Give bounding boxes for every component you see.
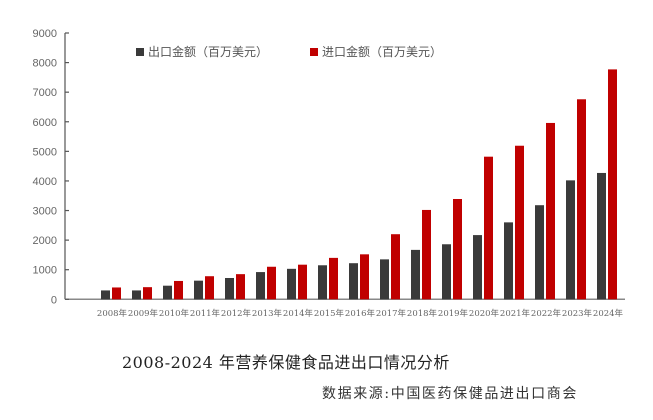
x-tick-label: 2016年 (345, 308, 376, 319)
bar-export-2022年 (535, 205, 544, 300)
legend-label-import: 进口金额（百万美元） (322, 45, 443, 59)
bar-import-2020年 (484, 156, 493, 300)
x-tick-label: 2022年 (531, 308, 562, 319)
bar-import-2018年 (422, 209, 431, 300)
y-tick-label: 7000 (33, 87, 57, 99)
legend-label-export: 出口金额（百万美元） (148, 45, 269, 59)
x-tick-label: 2021年 (500, 308, 531, 319)
y-tick-label: 4000 (33, 176, 57, 188)
y-tick-label: 0 (51, 294, 57, 306)
y-tick-label: 6000 (33, 117, 57, 129)
bar-export-2015年 (318, 265, 327, 300)
bar-export-2016年 (349, 263, 358, 300)
x-tick-label: 2019年 (438, 308, 469, 319)
x-tick-label: 2015年 (314, 308, 345, 319)
y-tick-label: 3000 (33, 206, 57, 218)
bar-import-2013年 (267, 266, 276, 300)
x-tick-label: 2008年 (97, 308, 128, 319)
bar-export-2009年 (132, 290, 141, 300)
bar-export-2018年 (411, 249, 420, 300)
bar-import-2008年 (112, 287, 121, 300)
bar-export-2020年 (473, 235, 482, 300)
y-tick-label: 5000 (33, 146, 57, 158)
y-tick-label: 2000 (33, 235, 57, 247)
bar-export-2012年 (225, 277, 234, 300)
x-tick-label: 2010年 (159, 308, 190, 319)
bar-import-2010年 (174, 280, 183, 300)
y-tick-label: 1000 (33, 265, 57, 277)
x-tick-label: 2024年 (593, 308, 624, 319)
legend-import: 进口金额（百万美元） (310, 43, 442, 60)
bar-export-2024年 (597, 172, 606, 300)
x-tick-label: 2020年 (469, 308, 500, 319)
x-tick-label: 2011年 (190, 308, 221, 319)
bar-import-2022年 (546, 122, 555, 300)
x-tick-label: 2023年 (562, 308, 593, 319)
x-tick-label: 2009年 (128, 308, 159, 319)
legend-swatch-export (136, 47, 144, 56)
bar-import-2016年 (360, 254, 369, 300)
bar-import-2021年 (515, 145, 524, 300)
bar-import-2014年 (298, 264, 307, 300)
x-tick-label: 2012年 (221, 308, 252, 319)
bar-export-2021年 (504, 222, 513, 300)
bar-import-2015年 (329, 257, 338, 300)
legend-swatch-import (310, 47, 318, 56)
y-tick-label: 8000 (33, 58, 57, 70)
chart-title: 2008-2024 年营养保健食品进出口情况分析 (122, 353, 450, 372)
bar-export-2013年 (256, 272, 265, 300)
bar-import-2024年 (608, 69, 617, 300)
bar-import-2009年 (143, 287, 152, 300)
bar-export-2019年 (442, 244, 451, 300)
x-tick-label: 2014年 (283, 308, 314, 319)
bar-export-2017年 (380, 259, 389, 300)
bar-export-2011年 (194, 280, 203, 300)
legend-export: 出口金额（百万美元） (136, 43, 268, 60)
x-tick-label: 2017年 (376, 308, 407, 319)
x-tick-label: 2018年 (407, 308, 438, 319)
bar-import-2019年 (453, 198, 462, 300)
chart-source: 数据来源:中国医药保健品进出口商会 (322, 386, 578, 402)
bar-export-2023年 (566, 180, 575, 300)
bar-import-2012年 (236, 274, 245, 300)
bar-export-2010年 (163, 285, 172, 300)
x-tick-label: 2013年 (252, 308, 283, 319)
bar-export-2014年 (287, 268, 296, 300)
bar-import-2017年 (391, 234, 400, 300)
bar-export-2008年 (101, 290, 110, 300)
y-tick-label: 9000 (33, 28, 57, 40)
bar-import-2011年 (205, 276, 214, 300)
bar-import-2023年 (577, 99, 586, 300)
